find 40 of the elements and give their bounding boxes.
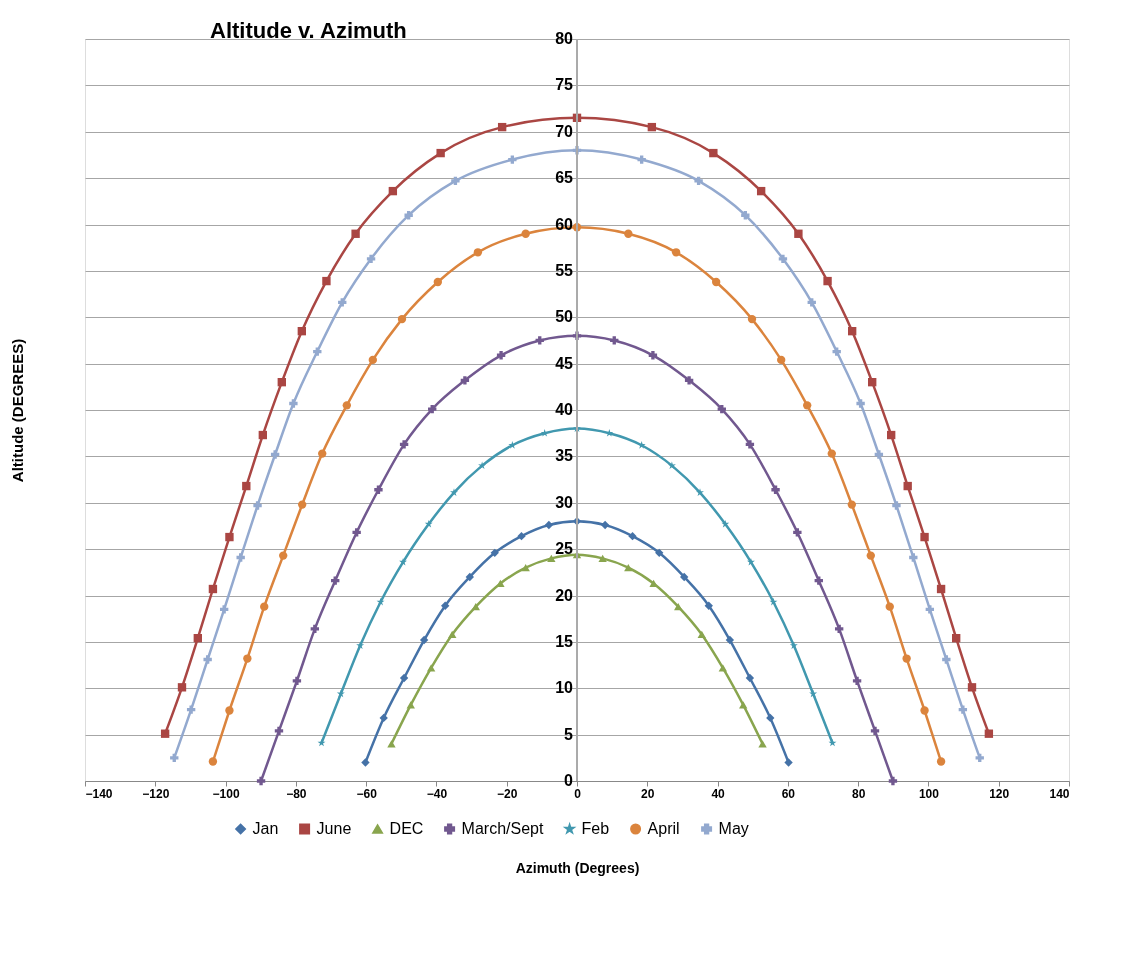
x-tick-label: −120 [142, 786, 170, 801]
y-tick-label: 50 [555, 308, 574, 326]
y-tick-label: 80 [555, 30, 574, 47]
x-tick-label: 140 [1049, 786, 1070, 801]
x-tick-label: −40 [426, 786, 448, 801]
x-tick-label: −60 [356, 786, 378, 801]
x-tick-label: −20 [497, 786, 518, 801]
x-axis-title: Azimuth (Degrees) [515, 859, 640, 876]
x-tick-label: −100 [212, 786, 240, 801]
y-tick-label: 45 [555, 354, 574, 372]
y-tick-label: 15 [555, 632, 574, 650]
legend-label: DEC [389, 820, 424, 837]
legend-label: March/Sept [461, 820, 544, 837]
y-tick-label: 10 [555, 679, 574, 697]
x-tick-label: 100 [918, 786, 940, 801]
y-tick-label: 55 [555, 261, 574, 279]
y-tick-label: 75 [555, 76, 574, 94]
y-tick-label: 25 [555, 540, 574, 558]
y-tick-label: 70 [555, 122, 574, 140]
y-tick-label: 30 [555, 493, 574, 511]
x-tick-label: 80 [851, 786, 866, 801]
x-tick-label: 120 [989, 786, 1010, 801]
x-tick-label: −140 [85, 786, 113, 801]
y-tick-label: 35 [555, 447, 574, 465]
legend-label: Jan [252, 820, 279, 837]
chart-title: Altitude v. Azimuth [210, 18, 407, 43]
legend-label: Feb [581, 820, 610, 837]
x-tick-label: −80 [286, 786, 307, 801]
y-tick-label: 5 [564, 725, 574, 743]
x-tick-label: 40 [711, 786, 726, 801]
legend-label: May [718, 820, 749, 837]
y-tick-label: 40 [555, 401, 574, 418]
y-tick-label: 0 [564, 772, 574, 789]
y-tick-label: 65 [555, 169, 574, 187]
x-tick-label: 20 [641, 786, 655, 801]
legend-label: April [647, 820, 680, 837]
y-axis-title: Altitude (DEGREES) [8, 338, 26, 483]
y-tick-label: 20 [555, 586, 574, 604]
x-tick-label: 60 [781, 786, 796, 801]
legend-label: June [316, 820, 352, 837]
